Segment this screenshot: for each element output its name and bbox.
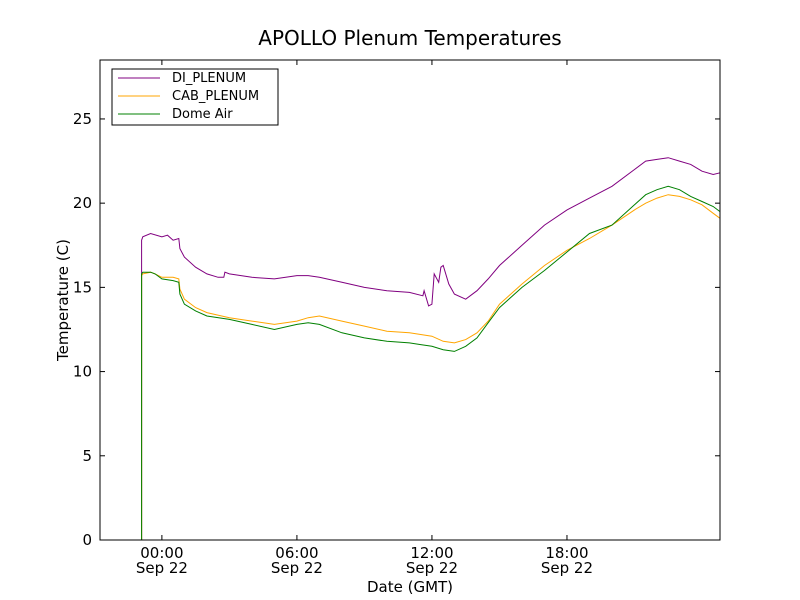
x-axis-label: Date (GMT) xyxy=(367,578,453,596)
x-tick-time-label: 12:00 xyxy=(410,544,453,562)
series-line-2 xyxy=(100,185,721,541)
legend-label-2: Dome Air xyxy=(172,107,233,122)
series-line-1 xyxy=(100,194,721,541)
y-tick-label: 25 xyxy=(73,110,92,128)
x-tick-date-label: Sep 22 xyxy=(271,559,323,577)
x-tick-date-label: Sep 22 xyxy=(406,559,458,577)
legend-label-1: CAB_PLENUM xyxy=(172,89,259,104)
x-tick-date-label: Sep 22 xyxy=(541,559,593,577)
y-axis-label: Temperature (C) xyxy=(54,239,72,362)
chart-title: APOLLO Plenum Temperatures xyxy=(258,26,561,50)
legend: DI_PLENUM CAB_PLENUM Dome Air xyxy=(111,68,279,126)
y-tick-label: 20 xyxy=(73,194,92,212)
x-tick-time-label: 00:00 xyxy=(140,544,183,562)
x-tick-date-label: Sep 22 xyxy=(136,559,188,577)
x-tick-time-label: 06:00 xyxy=(275,544,318,562)
y-tick-label: 15 xyxy=(73,278,92,296)
y-tick-label: 0 xyxy=(82,531,92,549)
series-line-0 xyxy=(100,157,721,541)
plot-frame xyxy=(99,59,721,541)
y-tick-label: 5 xyxy=(82,447,92,465)
x-tick-time-label: 18:00 xyxy=(545,544,588,562)
y-tick-label: 10 xyxy=(73,363,92,381)
legend-label-0: DI_PLENUM xyxy=(172,71,246,86)
series-layer xyxy=(100,157,721,541)
y-axis: 0 5 10 15 20 25 xyxy=(73,110,720,549)
